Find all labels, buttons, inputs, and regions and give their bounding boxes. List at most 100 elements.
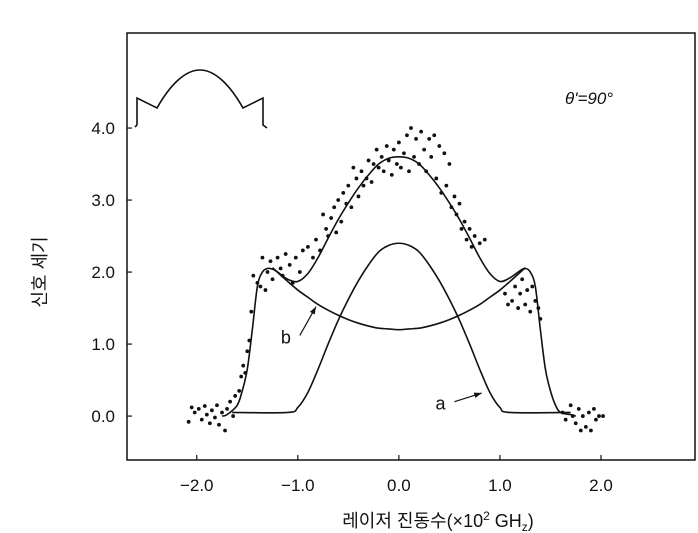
data-point: [422, 147, 427, 152]
data-point: [398, 165, 403, 170]
data-point: [405, 133, 409, 138]
data-point: [268, 259, 273, 264]
data-point: [580, 414, 585, 418]
x-tick-label: 1.0: [488, 476, 512, 495]
data-point: [379, 154, 384, 159]
data-point: [225, 406, 229, 411]
data-point: [374, 147, 379, 152]
data-point: [594, 417, 598, 422]
data-point: [293, 255, 298, 260]
data-point: [306, 244, 310, 249]
data-point: [520, 277, 525, 282]
y-tick-label: 0.0: [91, 407, 115, 426]
data-point: [409, 126, 413, 130]
data-point: [196, 406, 201, 411]
data-point: [394, 162, 399, 166]
data-point: [570, 414, 575, 418]
data-point: [414, 136, 418, 141]
data-point: [255, 280, 260, 285]
data-point: [207, 421, 212, 426]
x-tick-label: −2.0: [180, 476, 214, 495]
data-point: [228, 399, 232, 404]
data-point: [354, 176, 359, 181]
data-point: [369, 180, 374, 184]
data-point: [506, 302, 510, 307]
data-point: [482, 237, 487, 242]
arrowhead-icon: [473, 392, 482, 398]
data-point: [243, 370, 248, 375]
data-point: [386, 158, 391, 163]
data-point: [356, 194, 361, 199]
data-point: [536, 306, 541, 310]
data-point: [472, 234, 477, 238]
data-point: [597, 414, 601, 418]
data-point: [223, 428, 227, 433]
x-tick-label: −1.0: [281, 476, 315, 495]
data-point: [326, 234, 331, 238]
series-label-b: b: [281, 327, 291, 347]
data-point: [444, 183, 449, 188]
data-point: [439, 190, 444, 195]
data-point: [396, 140, 401, 145]
data-point: [589, 428, 593, 433]
data-point: [518, 291, 523, 296]
data-point: [339, 219, 344, 224]
data-point: [260, 255, 265, 260]
series-a-b-fit-line: [221, 156, 576, 417]
data-point: [332, 205, 337, 210]
data-point: [442, 151, 447, 156]
data-point: [419, 129, 424, 134]
data-point: [516, 306, 521, 310]
inset-lineshape-icon: [134, 69, 268, 129]
data-point: [530, 284, 535, 289]
data-point: [469, 244, 474, 249]
data-point: [351, 165, 356, 170]
data-point: [538, 316, 543, 321]
theta-annotation: θ'=90°: [565, 89, 613, 108]
data-point: [381, 169, 386, 174]
data-point: [344, 201, 349, 206]
data-point: [314, 237, 318, 242]
data-point: [318, 248, 322, 253]
data-point: [568, 403, 573, 408]
data-point: [402, 151, 406, 156]
data-point: [283, 252, 288, 256]
data-point: [364, 176, 369, 181]
x-axis-title: 레이저 진동수(×102 GHz): [342, 509, 534, 533]
data-point: [586, 410, 591, 415]
data-point: [249, 309, 254, 314]
data-point: [424, 169, 429, 174]
series-a-line: [232, 242, 571, 414]
data-point: [578, 428, 583, 433]
data-point: [239, 374, 244, 379]
data-point: [513, 284, 517, 289]
data-point: [209, 408, 214, 413]
data-point: [231, 414, 236, 418]
x-tick-label: 0.0: [387, 476, 411, 495]
series-b-line: [272, 267, 526, 331]
data-point: [583, 424, 588, 429]
data-point: [412, 154, 416, 159]
data-point: [427, 136, 432, 141]
y-tick-label: 2.0: [91, 263, 115, 282]
data-point: [563, 417, 568, 422]
data-point: [334, 230, 339, 235]
data-point: [329, 216, 334, 220]
data-point: [533, 298, 538, 303]
series-label-a: a: [435, 394, 446, 414]
data-point: [371, 162, 376, 166]
data-point: [287, 262, 292, 267]
data-point: [434, 176, 439, 181]
data-point: [454, 212, 459, 217]
data-point: [429, 154, 434, 159]
arrowhead-icon: [309, 306, 316, 315]
data-point: [389, 172, 394, 177]
plot-frame: [126, 32, 696, 461]
data-point: [300, 248, 305, 253]
data-point: [189, 405, 194, 410]
y-axis-title: 신호 세기: [30, 236, 50, 307]
data-point: [247, 338, 252, 343]
x-tick-label: 2.0: [589, 476, 613, 495]
data-point: [237, 388, 242, 393]
data-point: [241, 363, 246, 368]
